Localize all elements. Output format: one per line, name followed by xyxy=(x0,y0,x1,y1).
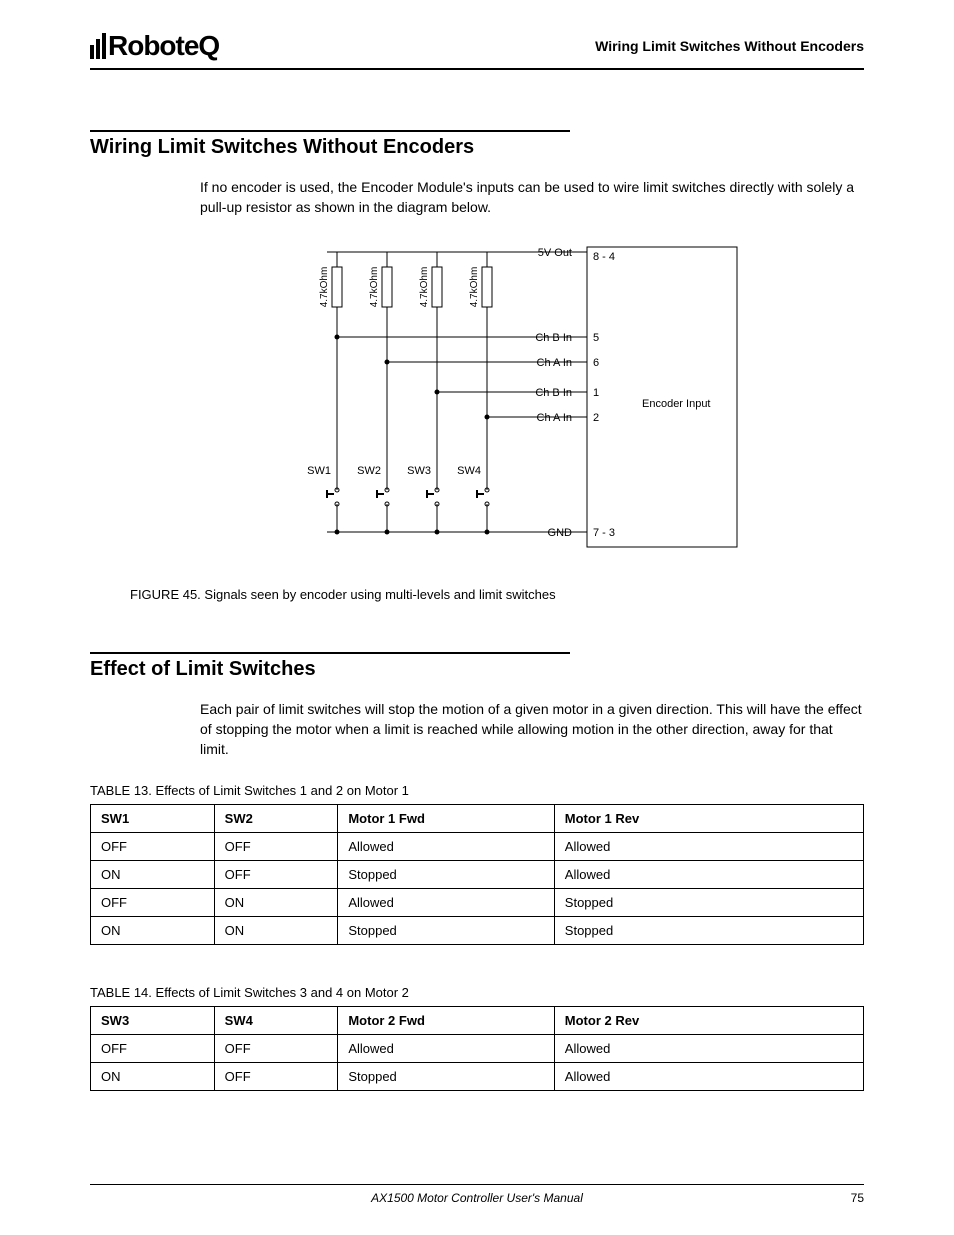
page-header: RoboteQ Wiring Limit Switches Without En… xyxy=(90,30,864,70)
table-cell: Allowed xyxy=(338,1035,554,1063)
svg-text:6: 6 xyxy=(593,357,599,369)
svg-text:SW4: SW4 xyxy=(457,465,481,477)
table-cell: ON xyxy=(91,861,215,889)
table-cell: OFF xyxy=(214,861,338,889)
table-cell: OFF xyxy=(91,1035,215,1063)
table-cell: OFF xyxy=(214,1063,338,1091)
section1-title: Wiring Limit Switches Without Encoders xyxy=(90,130,570,159)
svg-text:GND: GND xyxy=(548,527,573,539)
logo-text: RoboteQ xyxy=(108,30,219,62)
table-header: SW3 xyxy=(91,1007,215,1035)
svg-text:2: 2 xyxy=(593,412,599,424)
page-footer: AX1500 Motor Controller User's Manual 75 xyxy=(90,1184,864,1205)
svg-text:Ch A In: Ch A In xyxy=(537,357,572,369)
table-cell: Allowed xyxy=(554,833,863,861)
table-header: SW2 xyxy=(214,805,338,833)
figure-caption-text: Signals seen by encoder using multi-leve… xyxy=(204,587,555,602)
table-header: Motor 1 Rev xyxy=(554,805,863,833)
table-cell: Stopped xyxy=(554,889,863,917)
table-cell: ON xyxy=(214,917,338,945)
svg-text:4.7kOhm: 4.7kOhm xyxy=(469,266,480,307)
footer-title: AX1500 Motor Controller User's Manual xyxy=(130,1191,824,1205)
table-cell: Stopped xyxy=(338,1063,554,1091)
header-subtitle: Wiring Limit Switches Without Encoders xyxy=(595,38,864,54)
table-cell: ON xyxy=(91,1063,215,1091)
table13-caption-prefix: TABLE 13. xyxy=(90,783,152,798)
table-cell: OFF xyxy=(91,833,215,861)
table-cell: Allowed xyxy=(554,861,863,889)
table-cell: OFF xyxy=(214,833,338,861)
table13: SW1SW2Motor 1 FwdMotor 1 RevOFFOFFAllowe… xyxy=(90,804,864,945)
table-cell: OFF xyxy=(214,1035,338,1063)
table-header: Motor 2 Rev xyxy=(554,1007,863,1035)
table14: SW3SW4Motor 2 FwdMotor 2 RevOFFOFFAllowe… xyxy=(90,1006,864,1091)
svg-text:SW1: SW1 xyxy=(307,465,331,477)
svg-text:7 - 3: 7 - 3 xyxy=(593,527,615,539)
figure-diagram: 5V Out 8 - 4 4.7kOhm SW1 4.7kOhm SW2 4.7kOhm SW… xyxy=(90,242,864,567)
table-header: SW4 xyxy=(214,1007,338,1035)
table-header: Motor 2 Fwd xyxy=(338,1007,554,1035)
svg-text:5V Out: 5V Out xyxy=(538,247,572,259)
svg-text:SW2: SW2 xyxy=(357,465,381,477)
figure-caption-prefix: FIGURE 45. xyxy=(130,587,201,602)
figure-caption: FIGURE 45. Signals seen by encoder using… xyxy=(130,587,864,602)
section2-body: Each pair of limit switches will stop th… xyxy=(200,699,864,760)
logo-bars-icon xyxy=(90,33,106,59)
svg-text:4.7kOhm: 4.7kOhm xyxy=(369,266,380,307)
table-cell: Allowed xyxy=(554,1035,863,1063)
section2-title: Effect of Limit Switches xyxy=(90,652,570,681)
table13-caption: TABLE 13. Effects of Limit Switches 1 an… xyxy=(90,783,864,798)
table-row: ONOFFStoppedAllowed xyxy=(91,861,864,889)
table-header: SW1 xyxy=(91,805,215,833)
table14-caption: TABLE 14. Effects of Limit Switches 3 an… xyxy=(90,985,864,1000)
table-cell: Allowed xyxy=(338,889,554,917)
table14-caption-text: Effects of Limit Switches 3 and 4 on Mot… xyxy=(156,985,409,1000)
svg-text:8 - 4: 8 - 4 xyxy=(593,251,615,263)
table-row: OFFOFFAllowedAllowed xyxy=(91,833,864,861)
table-cell: Stopped xyxy=(338,861,554,889)
svg-text:4.7kOhm: 4.7kOhm xyxy=(419,266,430,307)
table-cell: ON xyxy=(214,889,338,917)
table-row: OFFONAllowedStopped xyxy=(91,889,864,917)
table-header: Motor 1 Fwd xyxy=(338,805,554,833)
svg-text:Ch A In: Ch A In xyxy=(537,412,572,424)
svg-text:SW3: SW3 xyxy=(407,465,431,477)
section1-body: If no encoder is used, the Encoder Modul… xyxy=(200,177,864,218)
svg-text:Ch B In: Ch B In xyxy=(535,387,572,399)
table14-caption-prefix: TABLE 14. xyxy=(90,985,152,1000)
table-cell: OFF xyxy=(91,889,215,917)
svg-text:Encoder Input: Encoder Input xyxy=(642,398,711,410)
table-row: OFFOFFAllowedAllowed xyxy=(91,1035,864,1063)
svg-text:5: 5 xyxy=(593,332,599,344)
table-cell: Allowed xyxy=(554,1063,863,1091)
table-cell: Stopped xyxy=(338,917,554,945)
svg-text:4.7kOhm: 4.7kOhm xyxy=(319,266,330,307)
page-number: 75 xyxy=(824,1191,864,1205)
table-cell: ON xyxy=(91,917,215,945)
table-cell: Stopped xyxy=(554,917,863,945)
svg-text:1: 1 xyxy=(593,387,599,399)
table-row: ONOFFStoppedAllowed xyxy=(91,1063,864,1091)
table-row: ONONStoppedStopped xyxy=(91,917,864,945)
table-cell: Allowed xyxy=(338,833,554,861)
logo: RoboteQ xyxy=(90,30,219,62)
svg-text:Ch B In: Ch B In xyxy=(535,332,572,344)
table13-caption-text: Effects of Limit Switches 1 and 2 on Mot… xyxy=(156,783,409,798)
